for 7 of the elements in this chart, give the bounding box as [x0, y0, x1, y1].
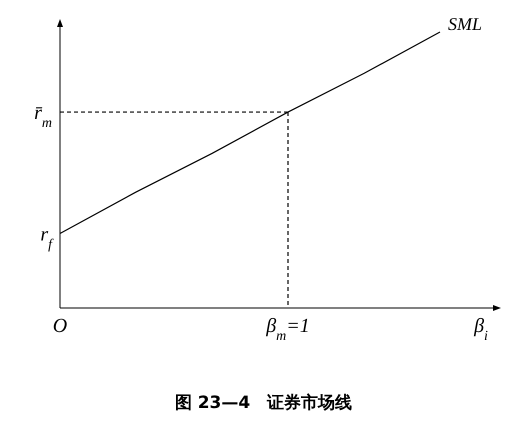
- text: 图 23—4 证券市场线: [174, 393, 352, 413]
- annotation: r$_{f}$: [40, 223, 54, 252]
- annotation: r̄$_{m}$: [34, 102, 52, 131]
- x-tick-label: O: [52, 315, 68, 337]
- series-label: SML: [448, 14, 482, 34]
- x-axis-title: β$_{i}$: [473, 315, 488, 344]
- x-tick-label: β$_{m}$=1: [265, 315, 310, 344]
